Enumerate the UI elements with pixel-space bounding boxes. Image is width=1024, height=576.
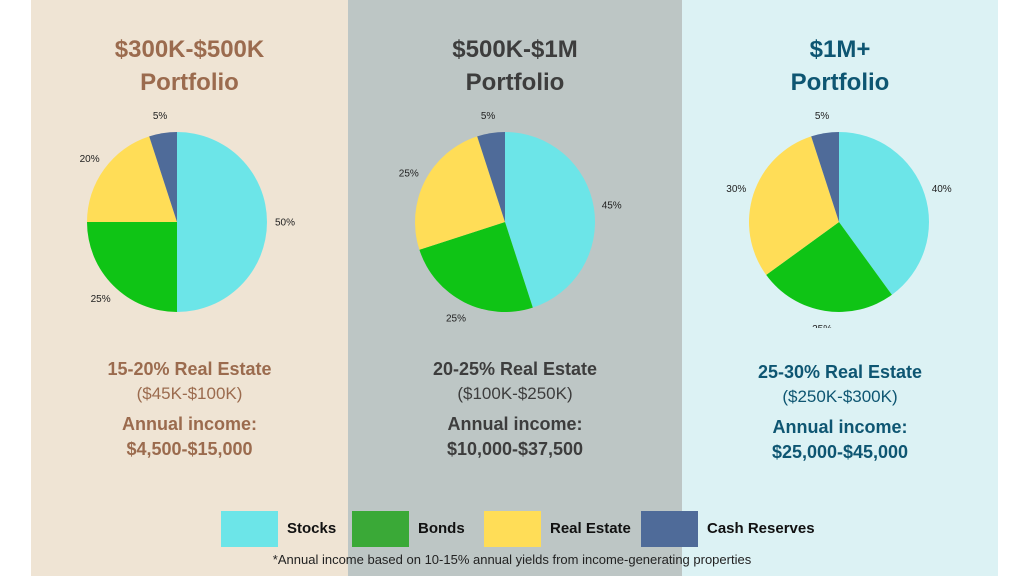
pie-slice-bonds (419, 222, 533, 313)
pie-chart: 40% 25% 30% 5% (726, 111, 952, 328)
pie-label-bonds: 25% (812, 324, 832, 328)
pie-slice-cash-reserves (477, 132, 505, 222)
pie-label-cash-reserves: 5% (153, 111, 168, 122)
real-estate-percent: 25-30% Real Estate (757, 362, 923, 382)
panel-title: $300K-$500K Portfolio (31, 33, 348, 99)
pie-label-real-estate: 20% (80, 154, 100, 165)
pie-slice-real-estate (87, 136, 177, 222)
pie-chart: 45% 25% 25% 5% (399, 111, 622, 325)
real-estate-percent: 15-20% Real Estate (107, 359, 272, 379)
legend-label-real-estate: Real Estate (550, 520, 631, 537)
annual-income-label: Annual income: (447, 414, 583, 434)
panel-title-line1: $300K-$500K (114, 36, 265, 63)
panel-300k-500k: $300K-$500K Portfolio 50% 25% 20% 5% 15-20%… (31, 0, 348, 576)
pie-slice-stocks (177, 132, 267, 312)
legend-swatch-real-estate (484, 511, 541, 547)
annual-income-label: Annual income: (772, 417, 908, 437)
legend: Stocks Bonds Real Estate Cash Reserves (0, 511, 1024, 547)
pie-label-real-estate: 25% (399, 169, 419, 180)
real-estate-range: ($100K-$250K) (457, 384, 573, 403)
panel-title-line2: Portfolio (465, 69, 565, 96)
pie-label-stocks: 45% (602, 201, 622, 212)
panel-title: $500K-$1M Portfolio (348, 33, 682, 99)
annual-income-value: $10,000-$37,500 (446, 439, 584, 459)
annual-income-label: Annual income: (121, 414, 257, 434)
allocation-info: 25-30% Real Estate ($250K-$300K) Annual … (682, 359, 998, 465)
pie-slice-stocks (839, 132, 929, 295)
panel-title-line2: Portfolio (790, 69, 890, 96)
pie-label-bonds: 25% (446, 314, 466, 325)
pie-slice-bonds (766, 222, 892, 312)
footnote: *Annual income based on 10-15% annual yi… (272, 552, 752, 567)
pie-label-bonds: 25% (91, 294, 111, 305)
pie-label-stocks: 50% (275, 218, 295, 229)
real-estate-range: ($45K-$100K) (136, 384, 243, 403)
pie-label-stocks: 40% (932, 184, 952, 195)
legend-label-cash-reserves: Cash Reserves (707, 520, 815, 537)
legend-swatch-stocks (221, 511, 278, 547)
panel-title: $1M+ Portfolio (682, 33, 998, 99)
annual-income-value: $25,000-$45,000 (771, 442, 909, 462)
pie-slice-stocks (505, 132, 596, 308)
pie-chart: 50% 25% 20% 5% (80, 111, 295, 312)
real-estate-range: ($250K-$300K) (782, 387, 898, 406)
legend-label-bonds: Bonds (418, 520, 465, 537)
panel-title-line1: $500K-$1M (452, 36, 578, 63)
legend-swatch-bonds (352, 511, 409, 547)
annual-income-value: $4,500-$15,000 (126, 439, 253, 459)
panel-1m-plus: $1M+ Portfolio 40% 25% 30% 5% 25-30% Real E… (682, 0, 998, 576)
allocation-info: 20-25% Real Estate ($100K-$250K) Annual … (348, 356, 682, 462)
panel-500k-1m: $500K-$1M Portfolio 45% 25% 25% 5% 20-25% R… (348, 0, 682, 576)
pie-slice-bonds (87, 222, 177, 312)
panel-title-line2: Portfolio (140, 69, 239, 96)
pie-slice-cash-reserves (811, 132, 839, 222)
pie-slice-real-estate (748, 136, 839, 275)
legend-swatch-cash-reserves (641, 511, 698, 547)
pie-label-real-estate: 30% (726, 184, 746, 195)
pie-slice-real-estate (414, 136, 505, 250)
pie-label-cash-reserves: 5% (481, 111, 496, 122)
pie-slice-cash-reserves (149, 132, 177, 222)
allocation-info: 15-20% Real Estate ($45K-$100K) Annual i… (31, 356, 348, 462)
pie-label-cash-reserves: 5% (815, 111, 830, 122)
real-estate-percent: 20-25% Real Estate (432, 359, 598, 379)
panel-title-line1: $1M+ (809, 36, 871, 63)
legend-label-stocks: Stocks (287, 520, 337, 537)
